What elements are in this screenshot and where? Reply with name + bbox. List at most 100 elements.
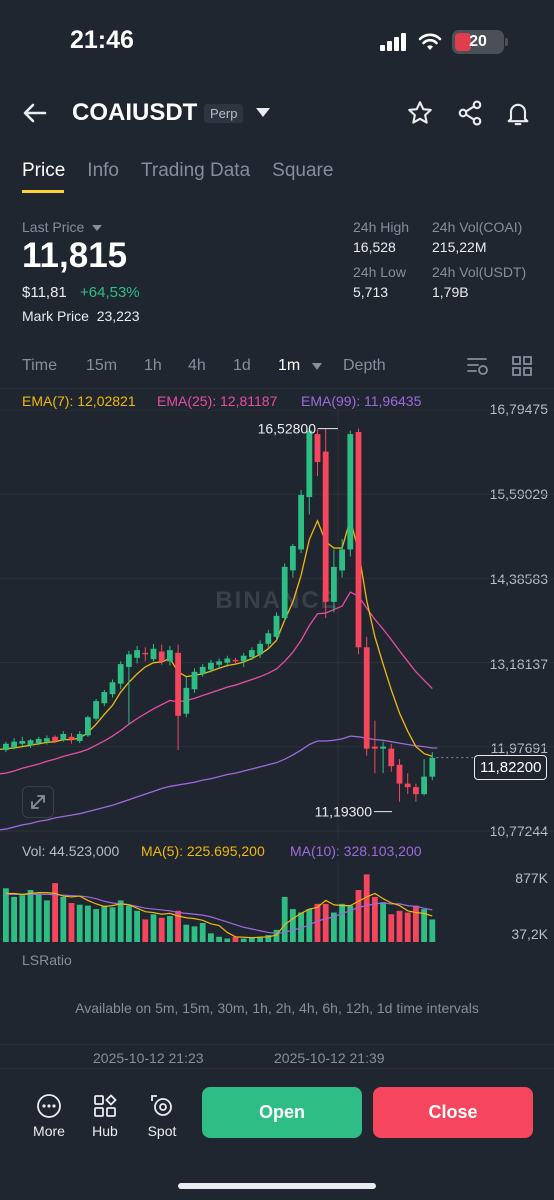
spot-button[interactable]: Spot bbox=[137, 1093, 187, 1139]
tab-price[interactable]: Price bbox=[22, 160, 66, 181]
volume-bar bbox=[3, 888, 9, 942]
candle bbox=[134, 650, 140, 658]
current-price-tag: 11,82200 bbox=[474, 755, 548, 780]
candle bbox=[372, 746, 378, 749]
share-button[interactable] bbox=[456, 99, 484, 132]
volume-bar bbox=[117, 900, 124, 942]
candle bbox=[52, 736, 58, 741]
volume-bar bbox=[224, 938, 231, 942]
volume-bar bbox=[281, 896, 288, 942]
volume-bar bbox=[68, 903, 75, 942]
tf-1m[interactable]: 1m bbox=[278, 357, 301, 374]
more-button[interactable]: More bbox=[24, 1093, 74, 1139]
time-label: 2025-10-12 21:39 bbox=[274, 1050, 385, 1066]
indicator-settings-icon bbox=[467, 358, 488, 375]
candle bbox=[11, 741, 17, 748]
vol-axis-top: 877K bbox=[515, 870, 548, 886]
candle bbox=[191, 671, 198, 690]
tab-trading-data[interactable]: Trading Data bbox=[141, 160, 251, 181]
mark-price: Mark Price 23,223 bbox=[22, 308, 140, 324]
tab-square[interactable]: Square bbox=[272, 160, 334, 181]
volume-bar bbox=[298, 912, 304, 942]
ma10-legend: MA(10): 328.103,200 bbox=[290, 843, 422, 859]
tab-info[interactable]: Info bbox=[87, 160, 119, 181]
wifi-icon bbox=[418, 33, 442, 50]
grid-icon bbox=[512, 356, 532, 376]
candle bbox=[27, 740, 34, 746]
candle bbox=[3, 743, 9, 751]
arrow-left-icon bbox=[23, 103, 47, 123]
volume-bar bbox=[142, 919, 149, 942]
candle bbox=[208, 662, 214, 670]
spot-icon bbox=[151, 1095, 172, 1116]
candle bbox=[60, 734, 67, 740]
candle bbox=[388, 748, 395, 767]
volume-bar bbox=[101, 905, 108, 942]
candlestick-chart[interactable]: BINANCE 16,52800 11,19300 bbox=[0, 410, 554, 840]
volume-bar bbox=[11, 896, 17, 942]
volume-bar bbox=[232, 936, 239, 942]
candle bbox=[224, 658, 231, 663]
tf-1d[interactable]: 1d bbox=[233, 357, 251, 374]
fullscreen-button[interactable] bbox=[22, 786, 54, 818]
symbol-title[interactable]: COAIUSDT bbox=[72, 99, 198, 126]
volume-bar bbox=[257, 936, 263, 942]
volume-bar bbox=[363, 874, 370, 942]
tf-4h[interactable]: 4h bbox=[188, 357, 206, 374]
candle bbox=[126, 654, 132, 667]
indicator-settings-button[interactable] bbox=[466, 355, 490, 382]
vol-usdt-value: 1,79B bbox=[432, 284, 469, 300]
layout-button[interactable] bbox=[511, 355, 533, 382]
chevron-down-icon[interactable] bbox=[256, 108, 270, 117]
price-change: +64,53% bbox=[80, 284, 140, 301]
volume-bar bbox=[175, 910, 181, 942]
volume-bar bbox=[306, 909, 313, 942]
candle bbox=[339, 549, 345, 571]
candle bbox=[150, 648, 157, 660]
open-button[interactable]: Open bbox=[202, 1087, 362, 1138]
vol-legend: Vol: 44.523,000 bbox=[22, 843, 120, 859]
volume-bar bbox=[158, 917, 165, 942]
volume-bar bbox=[290, 909, 296, 942]
tf-more-chevron-icon[interactable] bbox=[312, 363, 322, 370]
mark-price-label: Mark Price bbox=[22, 308, 89, 324]
watermark: BINANCE bbox=[215, 587, 338, 614]
lsratio-label: LSRatio bbox=[22, 952, 72, 968]
status-time: 21:46 bbox=[70, 26, 134, 54]
back-button[interactable] bbox=[22, 100, 48, 131]
candle bbox=[158, 651, 165, 662]
candle bbox=[117, 664, 124, 684]
axis-label: 11,97691 bbox=[490, 740, 548, 756]
close-button[interactable]: Close bbox=[373, 1087, 533, 1138]
candle bbox=[216, 661, 222, 665]
mark-price-value: 23,223 bbox=[96, 308, 140, 324]
volume-bar bbox=[126, 905, 132, 942]
tf-depth[interactable]: Depth bbox=[343, 357, 386, 374]
share-icon bbox=[458, 100, 482, 126]
hub-button[interactable]: Hub bbox=[80, 1093, 130, 1139]
candle bbox=[109, 682, 116, 695]
volume-bar bbox=[167, 916, 173, 942]
candle bbox=[347, 434, 354, 550]
tf-15m[interactable]: 15m bbox=[86, 357, 118, 374]
candle bbox=[175, 652, 181, 716]
hub-label: Hub bbox=[92, 1123, 118, 1139]
last-price-label-text: Last Price bbox=[22, 219, 85, 235]
candle bbox=[363, 647, 370, 749]
caret-down-icon bbox=[92, 225, 103, 232]
volume-bar bbox=[249, 937, 255, 942]
last-price-label[interactable]: Last Price bbox=[22, 219, 103, 235]
candle bbox=[404, 783, 411, 788]
volume-chart[interactable] bbox=[0, 862, 554, 944]
favorite-button[interactable] bbox=[406, 99, 434, 132]
candle bbox=[199, 666, 206, 674]
candle bbox=[429, 757, 436, 777]
candle bbox=[183, 687, 190, 714]
tf-1h[interactable]: 1h bbox=[144, 357, 162, 374]
alert-button[interactable] bbox=[504, 99, 532, 132]
price-usd: $11,81 bbox=[22, 284, 67, 301]
tf-time[interactable]: Time bbox=[22, 357, 57, 374]
volume-bar bbox=[413, 905, 419, 942]
volume-bar bbox=[52, 883, 58, 942]
main-tabs: Price Info Trading Data Square bbox=[22, 160, 355, 182]
